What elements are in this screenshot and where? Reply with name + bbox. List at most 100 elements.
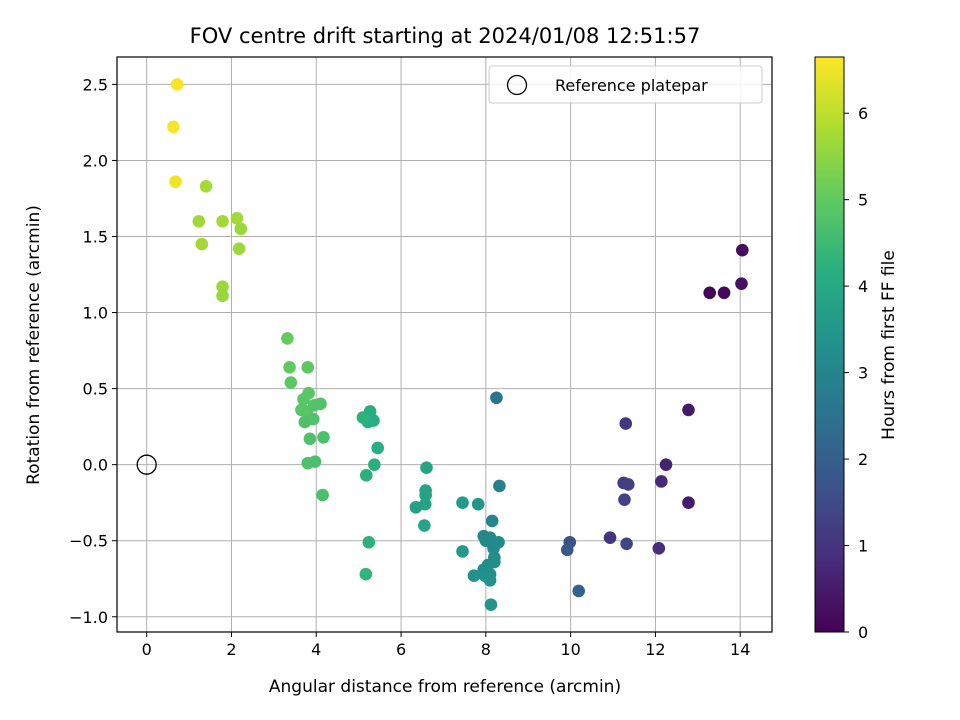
colorbar-tick-label: 2 xyxy=(858,450,868,469)
data-point xyxy=(284,376,298,389)
colorbar-tick-label: 1 xyxy=(858,537,868,556)
data-point xyxy=(167,120,180,134)
x-tick-label: 10 xyxy=(560,640,580,659)
y-tick-label: −0.5 xyxy=(69,532,108,551)
data-point xyxy=(484,598,498,611)
data-point xyxy=(655,475,668,488)
y-tick-label: 2.5 xyxy=(83,75,108,94)
grid xyxy=(117,57,772,632)
data-point xyxy=(572,584,585,598)
data-point xyxy=(419,484,432,497)
plot-frame xyxy=(116,56,773,633)
data-point xyxy=(359,469,373,482)
colorbar-label: Hours from first FF file xyxy=(879,250,899,440)
y-tick-label: 1.0 xyxy=(83,304,108,323)
legend-entry-reference-platepar: Reference platepar xyxy=(555,76,708,95)
data-point xyxy=(199,179,213,193)
data-point xyxy=(467,569,481,583)
y-tick-label: 0.0 xyxy=(83,456,108,475)
data-point xyxy=(232,242,246,255)
x-tick-label: 0 xyxy=(142,640,152,659)
colorbar-tick-label: 4 xyxy=(858,277,868,296)
y-tick-label: 0.5 xyxy=(83,380,108,399)
data-point xyxy=(603,531,617,544)
data-point xyxy=(493,479,506,493)
data-point xyxy=(735,277,748,290)
data-point xyxy=(659,458,673,471)
data-points xyxy=(167,78,749,611)
data-point xyxy=(356,411,370,424)
data-point xyxy=(420,461,433,475)
data-point xyxy=(621,478,635,491)
data-point xyxy=(619,417,633,430)
data-point xyxy=(652,542,666,555)
data-point xyxy=(359,567,373,581)
data-point xyxy=(192,214,206,228)
data-point xyxy=(368,458,381,471)
data-point xyxy=(316,488,329,502)
data-point xyxy=(314,397,327,411)
data-point xyxy=(703,286,716,300)
data-point xyxy=(298,415,312,429)
reference-marker-layer xyxy=(136,454,157,475)
data-point xyxy=(471,497,485,511)
colorbar: 0 1 2 3 4 5 6 Hours from first FF file xyxy=(814,56,899,642)
x-tick-label: 8 xyxy=(481,640,491,659)
data-point xyxy=(717,286,731,300)
legend-box xyxy=(488,65,763,104)
y-tick-label: 2.0 xyxy=(83,151,108,170)
reference-platepar-marker xyxy=(136,454,157,475)
data-point xyxy=(736,243,749,257)
data-point xyxy=(456,545,469,558)
data-point xyxy=(303,432,317,446)
data-point xyxy=(620,537,633,551)
y-tick-label: 1.5 xyxy=(83,227,108,246)
data-point xyxy=(490,391,503,405)
colorbar-ticks: 0 1 2 3 4 5 6 xyxy=(844,104,868,642)
data-point xyxy=(485,514,499,528)
x-tick-label: 12 xyxy=(645,640,665,659)
data-point xyxy=(216,280,229,293)
y-tick-label: −1.0 xyxy=(69,608,108,627)
data-point xyxy=(456,496,469,510)
x-axis-label: Angular distance from reference (arcmin) xyxy=(269,677,621,697)
data-point xyxy=(682,496,695,510)
data-point xyxy=(682,403,695,417)
x-ticks: 0 2 4 6 8 10 12 14 xyxy=(142,632,750,659)
data-point xyxy=(371,441,385,455)
colorbar-gradient xyxy=(814,56,845,633)
data-point xyxy=(234,222,248,236)
colorbar-tick-label: 6 xyxy=(858,104,868,123)
data-point xyxy=(230,211,244,225)
data-point xyxy=(170,78,184,91)
y-ticks: −1.0 −0.5 0.0 0.5 1.0 1.5 2.0 2.5 xyxy=(69,75,117,627)
data-point xyxy=(317,430,330,444)
data-point xyxy=(483,573,497,587)
x-tick-label: 4 xyxy=(311,640,321,659)
data-point xyxy=(418,519,431,532)
data-point xyxy=(418,497,432,511)
data-point xyxy=(301,361,315,374)
data-point xyxy=(302,386,315,400)
data-point xyxy=(487,542,500,555)
y-axis-label: Rotation from reference (arcmin) xyxy=(24,205,44,485)
data-point xyxy=(362,535,376,549)
data-point xyxy=(195,237,209,251)
data-point xyxy=(308,455,322,468)
colorbar-tick-label: 3 xyxy=(858,364,868,383)
data-point xyxy=(281,332,294,345)
legend: Reference platepar xyxy=(488,65,763,104)
data-point xyxy=(216,289,229,303)
data-point xyxy=(560,543,574,557)
chart-title: FOV centre drift starting at 2024/01/08 … xyxy=(190,24,701,48)
data-point xyxy=(216,214,229,228)
legend-reference-marker xyxy=(506,74,528,96)
data-point xyxy=(169,175,182,189)
data-point xyxy=(283,361,296,374)
colorbar-tick-label: 5 xyxy=(858,191,868,210)
data-point xyxy=(479,534,493,548)
x-tick-label: 6 xyxy=(396,640,406,659)
x-tick-label: 2 xyxy=(226,640,236,659)
x-tick-label: 14 xyxy=(730,640,750,659)
colorbar-tick-label: 0 xyxy=(858,623,868,642)
